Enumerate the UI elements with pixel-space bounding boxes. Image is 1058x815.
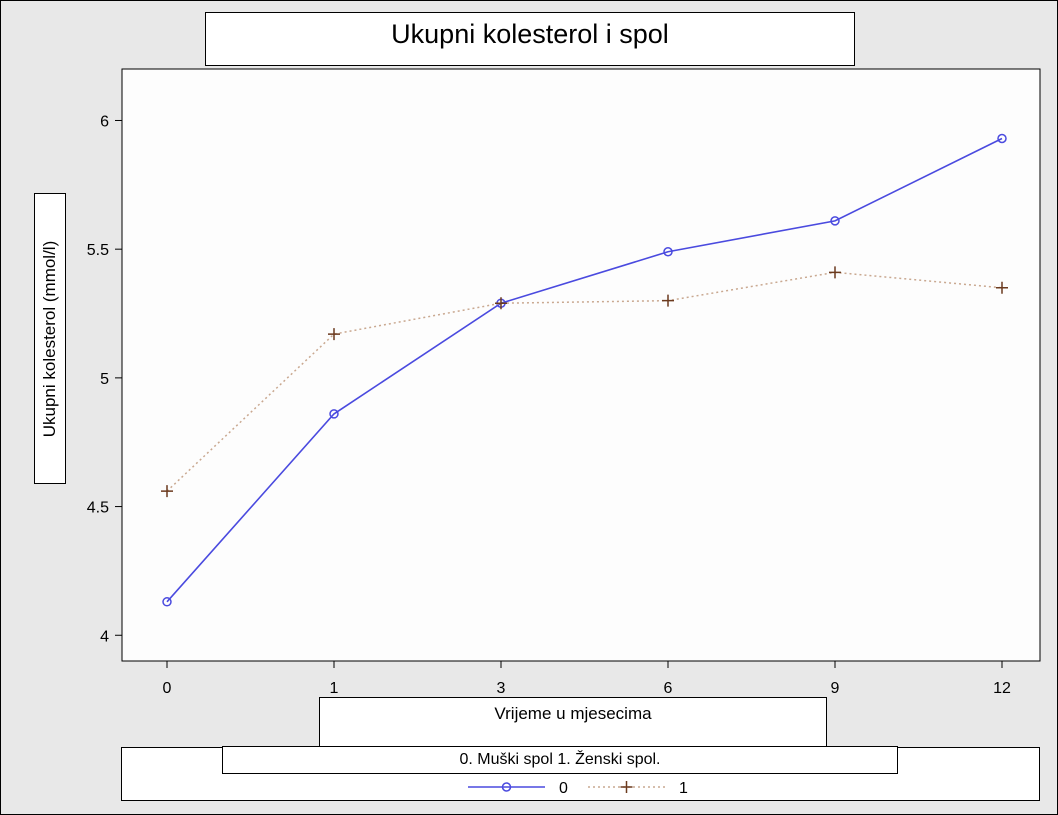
series-1-point — [829, 266, 841, 279]
x-tick-label: 6 — [664, 680, 673, 697]
chart-title: Ukupni kolesterol i spol — [205, 12, 855, 66]
y-tick-label: 5.5 — [87, 242, 109, 259]
y-axis-label-box: Ukupni kolesterol (mmol/l) — [34, 193, 66, 484]
series-1-point — [495, 297, 507, 310]
series-0-line — [166, 137, 1003, 603]
x-tick-label: 3 — [497, 680, 506, 697]
series-1-point — [996, 281, 1008, 294]
y-tick-label: 6 — [100, 113, 109, 130]
x-tick-label: 1 — [330, 680, 339, 697]
x-axis-label: Vrijeme u mjesecima — [319, 697, 827, 747]
series-1-point — [328, 328, 340, 341]
series-1-point — [662, 294, 674, 307]
legend-title: 0. Muški spol 1. Ženski spol. — [222, 746, 898, 774]
series-0-point — [830, 216, 840, 226]
x-tick-label: 12 — [993, 680, 1011, 697]
series-0-point — [663, 246, 673, 257]
series-0-point — [162, 597, 172, 607]
y-tick-label: 4 — [100, 628, 109, 645]
series-1-point — [161, 485, 173, 498]
series-0-point — [329, 409, 339, 419]
x-tick-label: 0 — [163, 680, 172, 697]
x-tick-label: 9 — [831, 680, 840, 697]
series-0-point — [997, 133, 1007, 144]
plot-area — [121, 68, 1041, 662]
y-tick-label: 5 — [100, 371, 109, 388]
series-1-line — [166, 271, 1003, 492]
y-tick-label: 4.5 — [87, 500, 109, 517]
